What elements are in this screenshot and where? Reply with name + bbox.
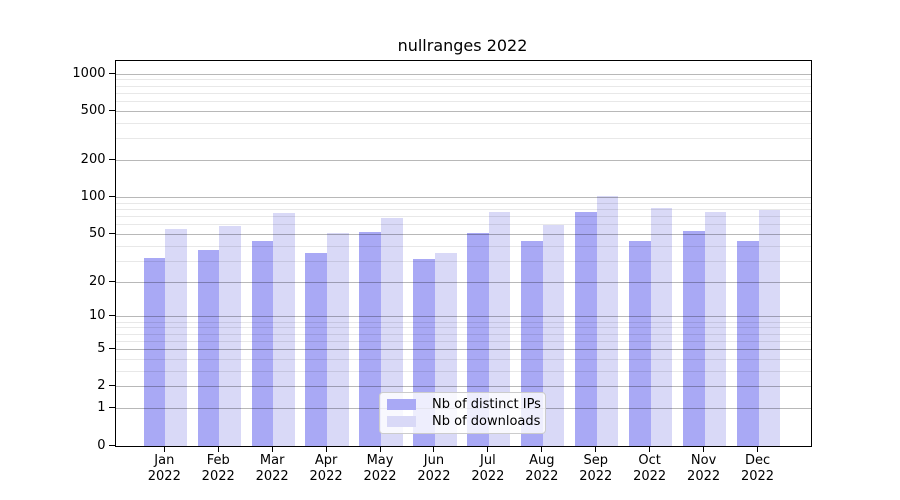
minor-gridline (116, 122, 811, 124)
minor-gridline (116, 327, 811, 329)
bar-nov-downloads (704, 212, 727, 446)
minor-gridline (116, 358, 811, 360)
minor-gridline (116, 321, 811, 323)
bar-mar-downloads (273, 212, 295, 446)
bar-oct-distinct-ips (629, 241, 651, 446)
bar-may-downloads (381, 218, 403, 446)
major-gridline (116, 160, 811, 162)
y-tick-label: 5 (97, 341, 106, 357)
minor-gridline (116, 370, 811, 372)
major-gridline (116, 349, 811, 351)
x-tick-label-oct: Oct 2022 (633, 453, 667, 484)
bar-dec-downloads (758, 210, 781, 446)
x-tick-label-sep: Sep 2022 (579, 453, 613, 484)
legend-item-distinct-ips: Nb of distinct IPs (387, 397, 541, 413)
minor-gridline (116, 216, 811, 218)
minor-gridline (116, 138, 811, 140)
y-tick-label: 1000 (72, 65, 106, 81)
major-gridline (116, 233, 811, 235)
x-tick-label-mar: Mar 2022 (255, 453, 289, 484)
minor-gridline (116, 79, 811, 81)
minor-gridline (116, 92, 811, 94)
major-gridline (116, 197, 811, 199)
minor-gridline (116, 85, 811, 87)
bar-mar-distinct-ips (251, 241, 274, 446)
minor-gridline (116, 260, 811, 262)
minor-gridline (116, 224, 811, 226)
bar-aug-downloads (542, 224, 565, 446)
y-tick-label: 500 (80, 102, 106, 118)
y-tick-label: 2 (97, 378, 106, 394)
plot-area (115, 59, 812, 447)
minor-gridline (116, 202, 811, 204)
major-gridline (116, 316, 811, 318)
bar-sep-downloads (596, 195, 619, 446)
y-tick-label: 1 (97, 400, 106, 416)
chart-title: nullranges 2022 (397, 36, 528, 55)
y-tick-label: 100 (80, 189, 106, 205)
x-tick-label-apr: Apr 2022 (309, 453, 343, 484)
x-tick-label-aug: Aug 2022 (525, 453, 559, 484)
minor-gridline (116, 340, 811, 342)
bar-dec-distinct-ips (736, 241, 759, 446)
y-tick-label: 10 (88, 308, 106, 324)
bar-may-distinct-ips (359, 232, 381, 446)
minor-gridline (116, 245, 811, 247)
bar-feb-distinct-ips (197, 250, 220, 446)
legend: Nb of distinct IPs Nb of downloads (379, 392, 546, 434)
x-tick-label-may: May 2022 (363, 453, 397, 484)
major-gridline (116, 386, 811, 388)
legend-label-downloads: Nb of downloads (432, 413, 541, 429)
major-gridline (116, 73, 811, 75)
y-tick-label: 20 (88, 273, 106, 289)
minor-gridline (116, 101, 811, 103)
legend-swatch-downloads-icon (387, 415, 416, 427)
bar-apr-distinct-ips (305, 253, 328, 446)
bar-sep-distinct-ips (575, 211, 597, 446)
bar-nov-distinct-ips (683, 231, 705, 446)
bar-feb-downloads (219, 225, 241, 446)
bar-apr-downloads (327, 233, 349, 446)
minor-gridline (116, 333, 811, 335)
legend-swatch-distinct-ips-icon (387, 399, 416, 411)
bar-jan-downloads (165, 229, 187, 446)
x-tick-label-feb: Feb 2022 (201, 453, 235, 484)
bar-jul-downloads (488, 212, 511, 446)
legend-item-downloads: Nb of downloads (387, 413, 541, 429)
bar-oct-downloads (650, 207, 673, 446)
x-tick-label-jul: Jul 2022 (471, 453, 505, 484)
y-tick-label: 50 (88, 225, 106, 241)
major-gridline (116, 110, 811, 112)
y-tick-label: 0 (97, 437, 106, 453)
y-tick-label: 200 (80, 152, 106, 168)
x-tick-label-jun: Jun 2022 (417, 453, 451, 484)
x-tick-label-jan: Jan 2022 (147, 453, 181, 484)
bar-jan-distinct-ips (143, 257, 166, 446)
x-tick-label-nov: Nov 2022 (687, 453, 721, 484)
minor-gridline (116, 209, 811, 210)
legend-label-distinct-ips: Nb of distinct IPs (432, 397, 541, 413)
major-gridline (116, 281, 811, 283)
x-tick-label-dec: Dec 2022 (740, 453, 775, 484)
